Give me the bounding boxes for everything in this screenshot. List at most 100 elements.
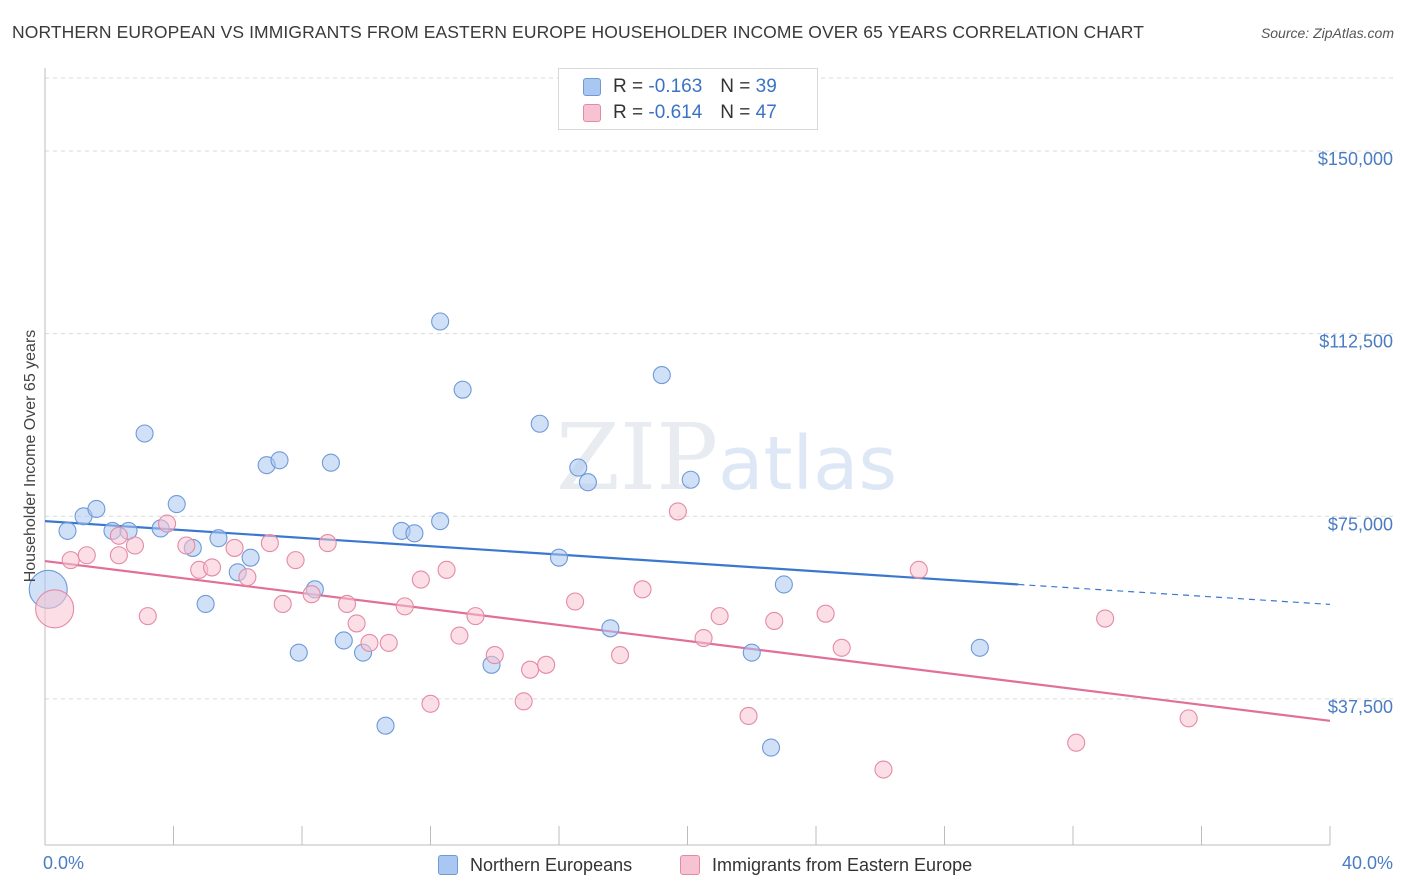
point-eastern-europe-immigrant [668, 502, 687, 521]
point-northern-european [681, 470, 700, 489]
point-eastern-europe-immigrant [739, 706, 758, 725]
y-tick-label: $112,500 [1319, 332, 1393, 352]
point-northern-european [87, 499, 106, 519]
point-eastern-europe-immigrant [610, 646, 630, 665]
point-eastern-europe-immigrant [765, 611, 784, 631]
point-eastern-europe-immigrant [61, 551, 80, 570]
point-eastern-europe-immigrant [421, 694, 440, 713]
point-eastern-europe-immigrant [450, 626, 469, 645]
data-points [28, 312, 1198, 779]
point-eastern-europe-immigrant [521, 660, 540, 679]
trend-lines [44, 520, 1331, 722]
legend-row-eastern: R = -0.614 N = 47 [583, 100, 777, 126]
point-eastern-europe-immigrant [537, 655, 556, 674]
legend-n-value: 39 [755, 76, 777, 97]
point-eastern-europe-immigrant [138, 607, 157, 626]
point-eastern-europe-immigrant [874, 760, 893, 779]
legend-item-eastern[interactable]: Immigrants from Eastern Europe [680, 852, 972, 878]
point-northern-european [196, 594, 215, 613]
point-eastern-europe-immigrant [437, 560, 456, 579]
point-eastern-europe-immigrant [379, 633, 398, 652]
point-northern-european [270, 451, 289, 470]
point-northern-european [761, 738, 781, 757]
point-eastern-europe-immigrant [125, 536, 144, 555]
x-tick-label: 40.0% [1342, 853, 1393, 873]
point-northern-european [321, 453, 340, 472]
legend-n-label: N = [720, 76, 751, 97]
legend-r-value: -0.163 [648, 76, 703, 97]
point-eastern-europe-immigrant [710, 607, 729, 626]
point-eastern-europe-immigrant [411, 570, 430, 589]
legend-r-value: -0.614 [648, 102, 703, 123]
axes [44, 68, 1331, 846]
point-eastern-europe-immigrant [1067, 733, 1086, 752]
point-eastern-europe-immigrant [177, 536, 196, 555]
point-northern-european [431, 512, 450, 531]
y-tick-label: $150,000 [1318, 149, 1393, 169]
chart-title: NORTHERN EUROPEAN VS IMMIGRANTS FROM EAS… [12, 22, 1144, 42]
point-eastern-europe-immigrant [158, 514, 177, 533]
point-eastern-europe-immigrant [633, 580, 652, 599]
point-eastern-europe-immigrant [347, 614, 366, 633]
legend-swatch-eastern [680, 855, 700, 875]
point-eastern-europe-immigrant [514, 692, 533, 711]
tick-labels: $150,000 $112,500 $75,000 $37,500 0.0% 40.0% H… [22, 149, 1393, 873]
point-eastern-europe-immigrant [318, 534, 337, 553]
point-northern-european [652, 366, 671, 385]
point-eastern-europe-immigrant [360, 633, 379, 652]
legend-swatch-northern [438, 855, 458, 875]
point-northern-european [167, 495, 186, 514]
correlation-legend: R = -0.163 N = 39 R = -0.614 N = 47 [558, 68, 818, 130]
legend-r-label: R = [613, 102, 644, 123]
legend-item-northern[interactable]: Northern Europeans [438, 852, 632, 878]
y-tick-label: $75,000 [1328, 514, 1393, 534]
point-northern-european [209, 529, 228, 548]
legend-swatch-eastern [583, 104, 601, 122]
legend-label-eastern: Immigrants from Eastern Europe [712, 854, 973, 875]
point-eastern-europe-immigrant [694, 628, 713, 648]
point-eastern-europe-immigrant [203, 558, 222, 577]
legend-n-label: N = [720, 102, 751, 123]
trend-line-1 [44, 559, 1331, 722]
point-eastern-europe-immigrant [566, 592, 585, 611]
point-northern-european [549, 548, 569, 567]
point-northern-european [742, 643, 761, 662]
series-legend: Northern Europeans Immigrants from Easte… [0, 852, 1406, 878]
point-eastern-europe-immigrant [109, 526, 128, 545]
point-northern-european [135, 424, 154, 443]
point-eastern-europe-immigrant [466, 607, 485, 626]
legend-row-northern: R = -0.163 N = 39 [583, 74, 777, 100]
point-eastern-europe-immigrant [1096, 609, 1115, 628]
legend-n-value: 47 [755, 102, 777, 123]
y-tick-label: $37,500 [1328, 697, 1393, 717]
point-eastern-europe-immigrant [909, 560, 928, 579]
point-northern-european [569, 458, 588, 477]
point-eastern-europe-immigrant [35, 589, 75, 629]
point-northern-european [58, 521, 77, 540]
point-northern-european [530, 414, 549, 433]
point-northern-european [578, 473, 597, 492]
point-eastern-europe-immigrant [337, 594, 357, 613]
trend-extension-0 [1018, 583, 1331, 606]
point-eastern-europe-immigrant [816, 604, 835, 623]
grid-lines [45, 77, 1395, 700]
point-eastern-europe-immigrant [273, 594, 292, 613]
point-northern-european [774, 575, 793, 594]
x-tick-label: 0.0% [43, 853, 84, 873]
point-eastern-europe-immigrant [302, 585, 321, 604]
point-northern-european [334, 631, 353, 650]
y-axis-label: Householder Income Over 65 years [22, 330, 39, 583]
legend-swatch-northern [583, 78, 601, 96]
point-eastern-europe-immigrant [109, 546, 128, 565]
point-northern-european [601, 619, 620, 638]
point-eastern-europe-immigrant [260, 534, 279, 553]
point-northern-european [241, 548, 260, 567]
point-northern-european [289, 643, 308, 662]
point-eastern-europe-immigrant [1179, 709, 1198, 728]
legend-r-label: R = [613, 76, 644, 97]
point-northern-european [376, 716, 395, 735]
point-northern-european [970, 638, 989, 657]
legend-label-northern: Northern Europeans [470, 854, 633, 875]
trend-line-0 [44, 520, 1019, 586]
